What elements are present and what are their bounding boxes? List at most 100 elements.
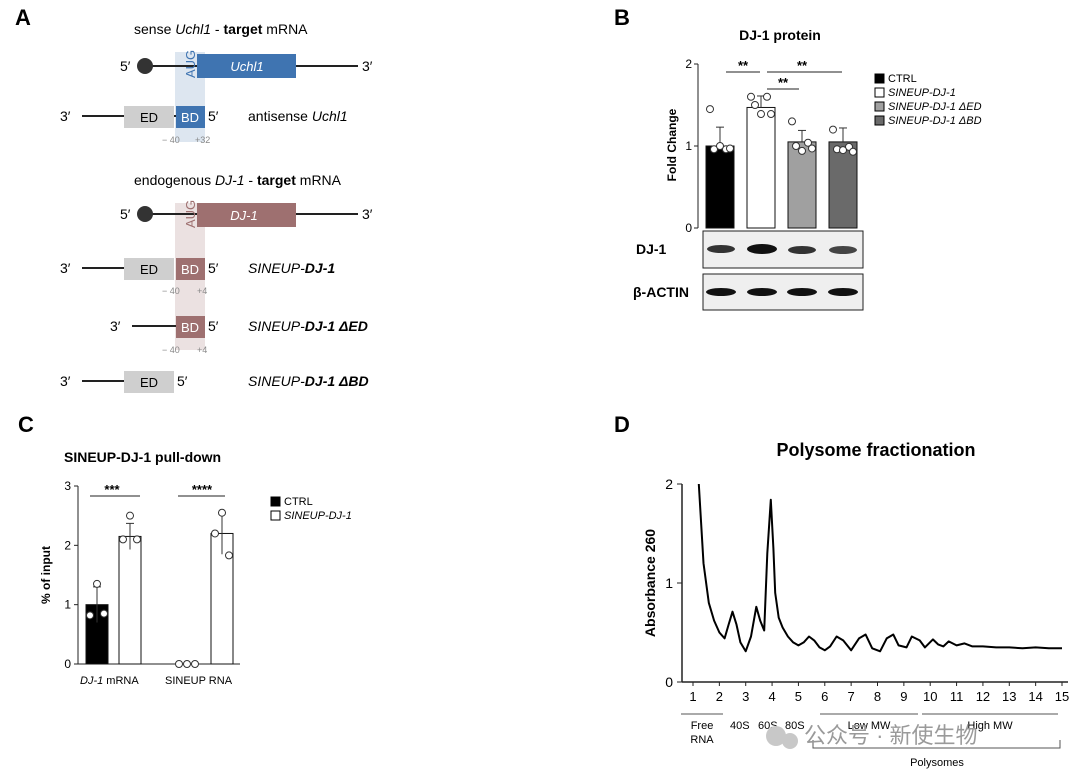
chart-b-ylabel: Fold Change — [665, 108, 679, 181]
sig-c-label-1: *** — [104, 482, 120, 497]
sineup-five-prime: 5′ — [208, 260, 219, 276]
chart-d-ytick-label-0: 0 — [665, 674, 673, 690]
sig-b-label-3: ** — [778, 75, 789, 90]
chart-c-point-1-1-2 — [225, 551, 233, 560]
chart-c-point-1-0-1 — [119, 535, 127, 544]
chart-d-xtick-label-14: 15 — [1055, 689, 1069, 704]
chart-c-bar-1-0 — [118, 535, 142, 665]
polysomes-label: Polysomes — [910, 757, 964, 769]
chart-b-point-1-1 — [763, 92, 771, 101]
sig-b-label-2: ** — [797, 58, 808, 73]
chart-b-point-1-4 — [757, 110, 765, 119]
sineup-three-prime: 3′ — [60, 260, 71, 276]
chart-d-ytick-label-2: 2 — [665, 476, 673, 492]
antisense-bd-box — [176, 106, 205, 128]
chart-d-xtick-label-11: 12 — [976, 689, 990, 704]
chart-d-xtick-label-12: 13 — [1002, 689, 1016, 704]
chart-c-plot: 0 1 2 3 — [64, 479, 240, 671]
uchl1-five-prime: 5′ — [120, 58, 131, 74]
chart-c-ytick-label-2: 2 — [64, 538, 71, 552]
sineup-ed-box — [124, 258, 174, 280]
label-80s: 80S — [785, 720, 805, 732]
construct-label-sineup-dj1-dbd: SINEUP-DJ-1 ΔBD — [248, 373, 369, 389]
uchl1-three-prime: 3′ — [362, 58, 373, 74]
construct-label-sineup-dj1: SINEUP-DJ-1 — [248, 260, 335, 276]
chart-d-xtick-label-10: 11 — [950, 689, 964, 704]
chart-d-xtick-label-7: 8 — [874, 689, 881, 704]
low-mw-label: Low MW — [848, 720, 891, 732]
sense-uchl1-title: sense Uchl1 - target mRNA — [134, 21, 308, 37]
ded-three-prime: 3′ — [110, 318, 121, 334]
chart-d-xtick-label-1: 2 — [716, 689, 723, 704]
chart-d-xtick-label-8: 9 — [900, 689, 907, 704]
legend-b-swatch-sineup — [874, 87, 885, 98]
panel-label-a: A — [15, 5, 31, 30]
dbd-five-prime: 5′ — [177, 373, 188, 389]
chart-d-xtick-label-3: 4 — [768, 689, 775, 704]
legend-b-swatch-ded — [874, 101, 885, 112]
sineup-pos-plus4: +4 — [197, 286, 207, 296]
chart-b-point-3-4 — [839, 146, 847, 155]
dj1-cap — [137, 206, 153, 222]
chart-b-point-1-2 — [751, 101, 759, 109]
chart-d-xtick-label-0: 1 — [689, 689, 696, 704]
chart-c-point-1-1-0 — [218, 508, 226, 517]
chart-c-point-0-0-1 — [86, 611, 94, 620]
antisense-three-prime: 3′ — [60, 108, 71, 124]
chart-d-xtick-label-13: 14 — [1028, 689, 1042, 704]
chart-b-ytick-label-1: 1 — [685, 139, 692, 153]
chart-b-point-0-3 — [726, 144, 734, 153]
antisense-five-prime: 5′ — [208, 108, 219, 124]
legend-c-swatch-sineup — [270, 510, 281, 521]
dbd-three-prime: 3′ — [60, 373, 71, 389]
chart-b-point-3-3 — [849, 147, 857, 156]
high-mw-label: High MW — [967, 720, 1013, 732]
chart-b-ytick-label-0: 0 — [685, 221, 692, 235]
chart-b-point-0-0 — [706, 105, 714, 114]
antisense-ed-label: ED — [140, 110, 158, 125]
legend-b-swatch-ctrl — [874, 73, 885, 84]
panel-label-d: D — [614, 412, 630, 437]
chart-c-ytick-label-1: 1 — [64, 598, 71, 612]
chart-c-point-0-0-2 — [100, 609, 108, 618]
endogenous-dj1-title: endogenous DJ-1 - target mRNA — [134, 172, 342, 188]
legend-c-sineup: SINEUP-DJ-1 — [284, 510, 352, 522]
legend-c-ctrl: CTRL — [284, 496, 313, 508]
dj1-box-label: DJ-1 — [230, 208, 257, 223]
dj1-aug: AUG — [183, 200, 198, 228]
sineup-ed-label: ED — [140, 262, 158, 277]
chart-b-ytick-label-2: 2 — [685, 57, 692, 71]
uchl1-cds-box — [197, 54, 296, 78]
uchl1-aug: AUG — [183, 50, 198, 78]
chart-d-title: Polysome fractionation — [776, 440, 975, 460]
chart-c-point-0-0-0 — [93, 579, 101, 588]
chart-c-ylabel: % of input — [39, 546, 53, 604]
chart-d-xtick-label-4: 5 — [795, 689, 802, 704]
antisense-pos-minus40: − 40 — [162, 135, 180, 145]
chart-b-title: DJ-1 protein — [739, 27, 821, 43]
blot-dj1-band-1 — [707, 245, 735, 253]
chart-d-xtick-label-2: 3 — [742, 689, 749, 704]
label-40s: 40S — [730, 720, 750, 732]
panel-label-c: C — [18, 412, 34, 437]
chart-c-point-1-1-1 — [211, 529, 219, 538]
legend-b-swatch-dbd — [874, 115, 885, 126]
chart-b-point-0-4 — [716, 142, 724, 150]
sineup-bd-box — [176, 258, 205, 280]
chart-b-bar-0 — [705, 145, 735, 229]
chart-b-point-1-3 — [767, 110, 775, 119]
legend-c-swatch-ctrl — [270, 496, 281, 507]
legend-b-sineup: SINEUP-DJ-1 — [888, 87, 956, 99]
chart-c-title: SINEUP-DJ-1 pull-down — [64, 449, 221, 465]
chart-b-point-1-0 — [747, 92, 755, 101]
blot-label-actin: β-ACTIN — [633, 284, 689, 300]
uchl1-box-label: Uchl1 — [230, 59, 263, 74]
blot-actin-band-4 — [828, 288, 858, 296]
blot-dj1-band-4 — [829, 246, 857, 254]
chart-b-point-0-2 — [710, 145, 718, 154]
uchl1-cap — [137, 58, 153, 74]
ded-five-prime: 5′ — [208, 318, 219, 334]
watermark: 公众号 · 新使生物 — [766, 723, 978, 749]
